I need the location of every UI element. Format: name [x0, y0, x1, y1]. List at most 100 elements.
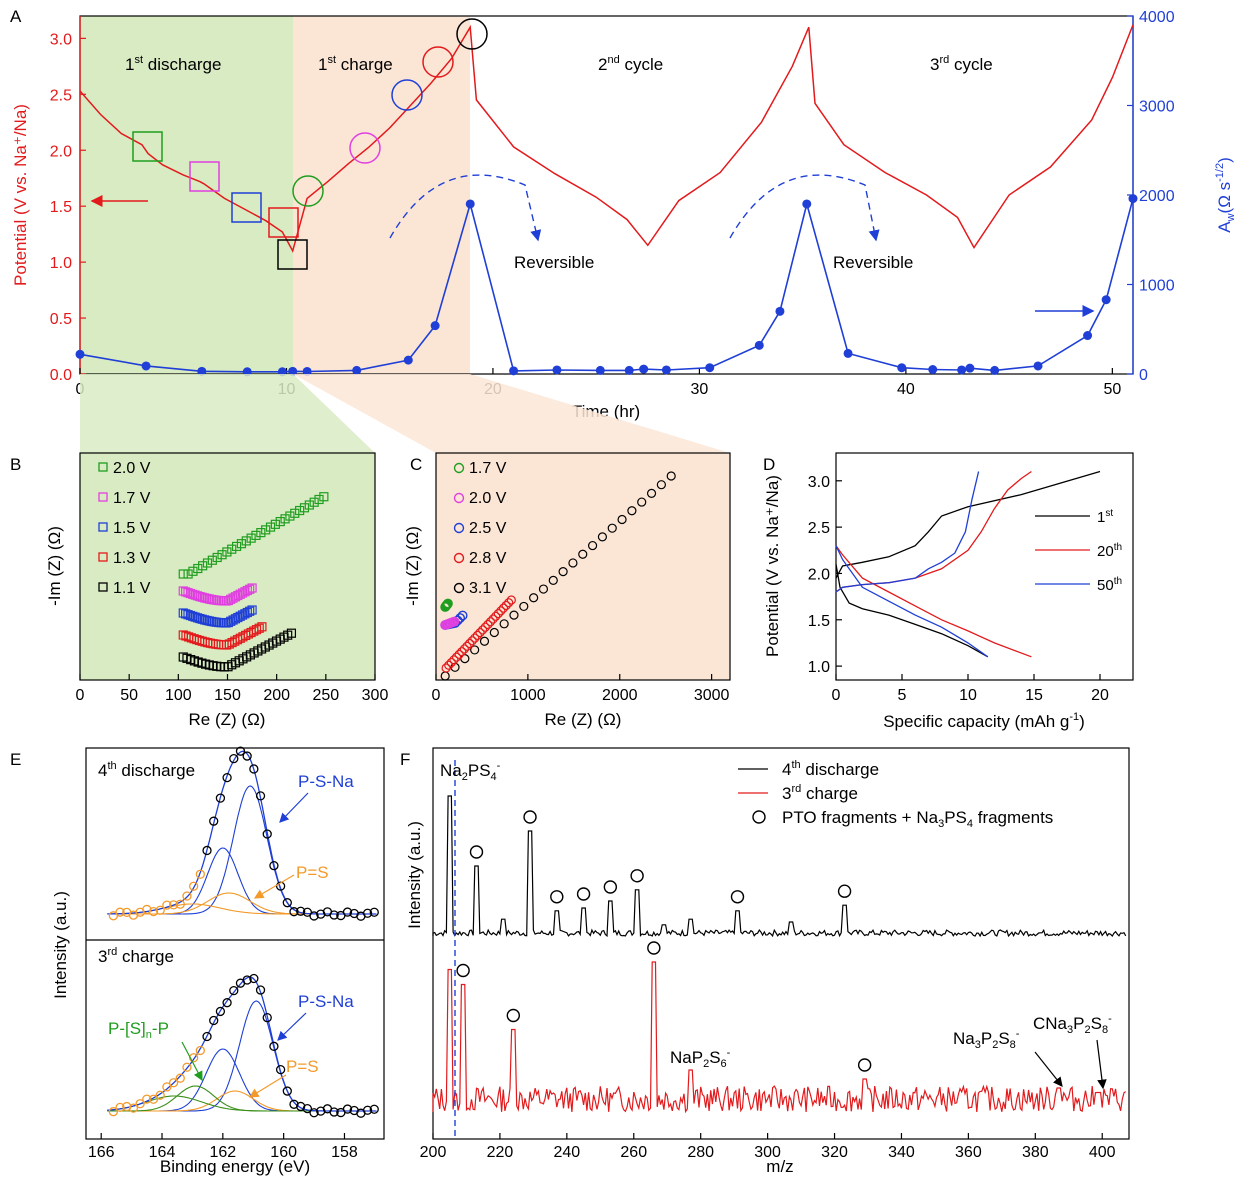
- c-point-3-1v: [656, 480, 666, 490]
- e-fit-component: [107, 785, 377, 915]
- e-x-tick-label: 166: [88, 1144, 115, 1161]
- a-right-tick-label: 2000: [1139, 188, 1175, 205]
- e-x-tick-label: 162: [209, 1144, 236, 1161]
- d-series-group: [835, 470, 1101, 658]
- warburg-point: [1128, 194, 1138, 204]
- e-data-point: [162, 900, 172, 910]
- b-point: [275, 516, 285, 527]
- panel-e: E 166 164 162 160 158 4th discharge 3rd char…: [10, 746, 385, 1176]
- b-point: [185, 588, 195, 599]
- f-x-label: m/z: [766, 1157, 793, 1176]
- e-data-point: [369, 1104, 379, 1114]
- warburg-point: [624, 365, 634, 375]
- b-point: [309, 497, 319, 507]
- a-series-group: [75, 24, 1138, 377]
- c-point-2-8v: [457, 647, 467, 657]
- b-legend-marker: [98, 522, 108, 532]
- b-point: [299, 503, 310, 513]
- e-data-point: [135, 1099, 145, 1109]
- a-y-label-right: Aw(Ω s-1/2): [1214, 157, 1237, 233]
- warburg-point: [897, 363, 907, 373]
- f-fragment-marker: [630, 869, 644, 883]
- b-point: [290, 508, 300, 518]
- b-point: [227, 544, 237, 554]
- c-legend-label: 2.5 V: [469, 520, 507, 537]
- panel-b: B 0 50 100 150 200 250 300 2.0 V 1.7 V 1.5 V 1.3 …: [10, 452, 388, 729]
- c-legend: 1.7 V 2.0 V 2.5 V 2.8 V 3.1 V: [453, 460, 507, 597]
- b-point: [265, 522, 276, 532]
- f-y-label-top: Intensity (a.u.): [405, 821, 424, 929]
- b-point: [241, 536, 251, 546]
- warburg-point: [197, 366, 207, 376]
- c-point-2-8v: [475, 628, 485, 638]
- f-peak-label-na3p2s8: Na3P2S8-: [953, 1028, 1020, 1051]
- b-point: [185, 610, 195, 621]
- warburg-point: [288, 366, 298, 376]
- warburg-point: [403, 355, 413, 365]
- zoom-wedge-b: [80, 374, 375, 453]
- f-legend-circle: [752, 810, 766, 824]
- d-legend-1st: 1st: [1097, 508, 1113, 526]
- c-point-3-1v: [529, 593, 539, 603]
- e-data-point: [249, 764, 259, 774]
- e-fit-component: [107, 1000, 377, 1112]
- reversible-label-2: Reversible: [833, 253, 913, 272]
- c-point-3-1v: [607, 523, 617, 533]
- e-data-point: [162, 1082, 172, 1092]
- c-legend-marker: [453, 522, 465, 534]
- e-data-point: [282, 1086, 292, 1096]
- c-point-3-1v: [538, 584, 549, 594]
- e-data-point: [195, 869, 205, 879]
- region-label-2: 1st charge: [318, 54, 393, 74]
- b-point: [246, 533, 256, 543]
- c-point-2-8v: [501, 600, 511, 611]
- c-legend-label: 2.8 V: [469, 550, 507, 567]
- a-x-tick-label: 40: [897, 381, 915, 398]
- c-point-3-1v: [509, 610, 519, 620]
- b-x-tick-label: 150: [214, 687, 241, 704]
- e-data-point: [222, 998, 232, 1008]
- b-point: [242, 607, 252, 618]
- b-point: [183, 588, 193, 598]
- c-legend-marker: [453, 492, 465, 504]
- e-x-tick-label: 164: [149, 1144, 176, 1161]
- b-point: [188, 589, 198, 599]
- e-data-point: [195, 1045, 205, 1056]
- e-title-top: 4th discharge: [98, 760, 195, 780]
- f-peak-label-cna3p2s8: CNa3P2S8-: [1033, 1013, 1112, 1036]
- c-point-3-1v: [470, 645, 480, 655]
- b-point: [270, 519, 280, 529]
- a-right-tick-label: 4000: [1139, 9, 1175, 26]
- a-right-tick-label: 3000: [1139, 99, 1175, 116]
- b-point: [256, 528, 266, 538]
- b-point: [212, 552, 222, 563]
- a-x-tick-label: 50: [1103, 381, 1121, 398]
- d-discharge-curve: [835, 545, 1032, 658]
- d-y-tick-label: 2.5: [808, 520, 830, 537]
- warburg-point: [990, 365, 1000, 375]
- f-x-tick-label: 320: [821, 1144, 848, 1161]
- panel-a: A 1st discharge 1st charge 2nd cycle 3rd…: [10, 7, 1237, 453]
- b-x-label: Re (Z) (Ω): [189, 710, 266, 729]
- f-fragment-marker: [469, 845, 484, 859]
- a-left-tick-label: 2.5: [50, 87, 72, 104]
- b-point: [319, 492, 329, 502]
- a-left-axis: 0.0 0.5 1.0 1.5 2.0 2.5 3.0: [50, 16, 86, 384]
- marker-square-1-3v: [268, 207, 299, 238]
- f-x-tick-label: 260: [620, 1144, 647, 1161]
- d-y-tick-label: 2.0: [808, 566, 830, 583]
- a-left-tick-label: 0.0: [50, 367, 72, 384]
- b-legend: 2.0 V 1.7 V 1.5 V 1.3 V 1.1 V: [98, 460, 151, 597]
- d-x-label: Specific capacity (mAh g-1): [883, 711, 1085, 731]
- f-x-tick-label: 340: [888, 1144, 915, 1161]
- e-data-point: [215, 793, 226, 803]
- warburg-point: [141, 361, 151, 371]
- b-legend-label: 1.1 V: [113, 580, 151, 597]
- warburg-point: [75, 349, 85, 359]
- e-data-point: [115, 1102, 125, 1113]
- e-data-point: [316, 1106, 326, 1116]
- e-data-point: [155, 1090, 165, 1100]
- e-data-point: [289, 1099, 299, 1109]
- d-legend-50th: 50th: [1097, 576, 1122, 594]
- b-x-tick-label: 100: [165, 687, 192, 704]
